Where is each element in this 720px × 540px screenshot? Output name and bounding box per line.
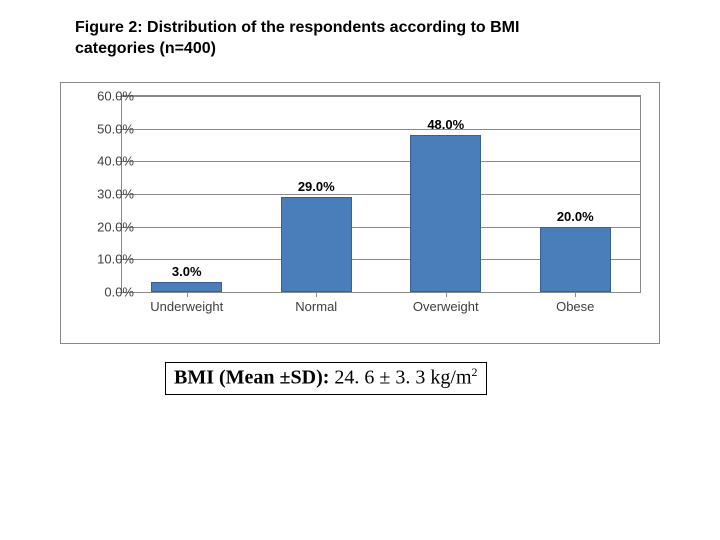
page: Figure 2: Distribution of the respondent… [0,0,720,540]
gridline [122,129,640,130]
xtick-label: Obese [515,299,635,314]
bar-value-label: 48.0% [406,117,486,132]
caption-box: BMI (Mean ±SD): 24. 6 ± 3. 3 kg/m2 [165,362,487,395]
plot-area: 3.0% 29.0% 48.0% 20.0% [121,95,641,293]
bar-value-label: 3.0% [147,264,227,279]
xtick-mark [187,292,188,297]
caption-value: 24. 6 ± 3. 3 kg/m [334,367,471,389]
bar [540,227,611,292]
ytick-label: 10.0% [84,252,134,267]
figure-title: Figure 2: Distribution of the respondent… [75,18,595,60]
ytick-label: 60.0% [84,89,134,104]
bar [410,135,481,292]
xtick-mark [316,292,317,297]
ytick-label: 50.0% [84,121,134,136]
bar-value-label: 20.0% [535,209,615,224]
gridline [122,194,640,195]
bar [151,282,222,292]
xtick-label: Normal [256,299,376,314]
gridline [122,161,640,162]
caption-exponent: 2 [472,365,478,379]
bar-value-label: 29.0% [276,179,356,194]
xtick-label: Underweight [127,299,247,314]
xtick-mark [446,292,447,297]
xtick-mark [575,292,576,297]
bar [281,197,352,292]
xtick-label: Overweight [386,299,506,314]
caption-label: BMI (Mean ±SD): [174,367,334,389]
gridline [122,96,640,97]
ytick-label: 0.0% [84,285,134,300]
ytick-label: 20.0% [84,219,134,234]
chart-container: 3.0% 29.0% 48.0% 20.0% 0.0% 10.0% 20.0% 30.0% 4… [60,82,660,344]
ytick-label: 40.0% [84,154,134,169]
ytick-label: 30.0% [84,187,134,202]
